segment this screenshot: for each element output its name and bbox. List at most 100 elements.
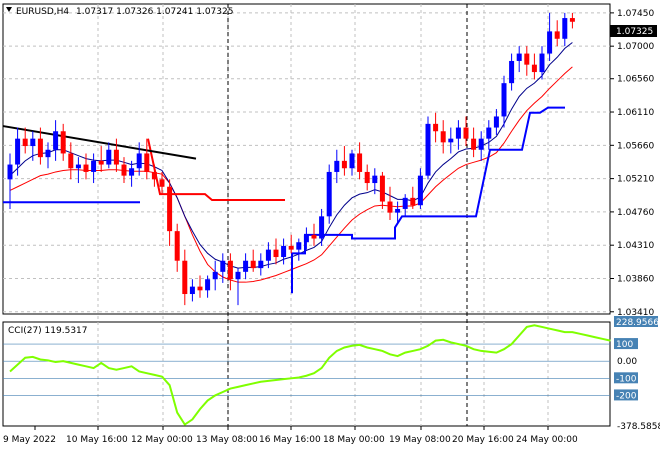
candle[interactable] [250, 249, 256, 272]
candle[interactable] [53, 120, 59, 161]
candle[interactable] [258, 253, 264, 276]
candle[interactable] [37, 127, 43, 165]
cci-level-badge [614, 389, 638, 401]
candle[interactable] [539, 46, 545, 80]
price-axis[interactable]: 1.07450 1.07000 1.06560 1.06110 1.05660 1.052… [610, 9, 654, 318]
candle-body [471, 138, 477, 150]
candle[interactable] [113, 138, 119, 172]
candle[interactable] [22, 127, 28, 154]
candle[interactable] [410, 186, 416, 209]
candle[interactable] [554, 20, 560, 47]
time-axis[interactable]: 9 May 2022 10 May 16:00 12 May 00:00 13 May… [3, 426, 578, 445]
candle-body [372, 175, 378, 184]
header: EURUSD,H4 1.07317 1.07326 1.07241 1.0732… [6, 7, 233, 17]
candle-body [539, 53, 545, 73]
candle[interactable] [463, 116, 469, 147]
candle[interactable] [402, 194, 408, 217]
candle[interactable] [167, 179, 173, 246]
candle[interactable] [75, 157, 81, 184]
cci-plot-frame [2, 321, 611, 427]
candle[interactable] [448, 127, 454, 154]
candle[interactable] [197, 275, 203, 298]
time-tick-label: 24 May 00:00 [516, 435, 578, 445]
candle[interactable] [243, 253, 249, 280]
candle[interactable] [15, 127, 21, 176]
candle[interactable] [189, 279, 195, 302]
candle[interactable] [395, 201, 401, 224]
cci-tick-label: -200 [616, 391, 637, 401]
candle[interactable] [151, 164, 157, 187]
candle[interactable] [281, 238, 287, 265]
candle[interactable] [425, 116, 431, 180]
candle[interactable] [288, 234, 294, 254]
candle-body [554, 31, 560, 39]
candle[interactable] [372, 168, 378, 195]
candle[interactable] [486, 120, 492, 150]
candle[interactable] [440, 120, 446, 154]
candle[interactable] [129, 160, 135, 187]
candle[interactable] [471, 127, 477, 158]
indicator-lines [2, 42, 573, 294]
candle-body [220, 260, 226, 272]
candle[interactable] [174, 223, 180, 272]
candle[interactable] [478, 131, 484, 161]
candle-body [395, 208, 401, 213]
candle[interactable] [547, 12, 553, 61]
candle[interactable] [364, 164, 370, 191]
candle[interactable] [319, 208, 325, 246]
candles[interactable] [7, 12, 575, 306]
candle[interactable] [379, 171, 385, 209]
candle[interactable] [349, 149, 355, 176]
grid-lines [3, 4, 610, 426]
current-price-label: 1.07325 [616, 27, 653, 37]
candle[interactable] [501, 75, 507, 128]
price-tick-label: 1.07000 [617, 42, 654, 52]
candle[interactable] [159, 171, 165, 195]
candle[interactable] [433, 112, 439, 143]
candle[interactable] [569, 12, 575, 29]
candle[interactable] [417, 168, 423, 209]
candle[interactable] [326, 164, 332, 224]
candle-body [334, 160, 340, 172]
candle[interactable] [334, 149, 340, 184]
candle[interactable] [516, 46, 522, 73]
candle-body [379, 175, 385, 202]
candle[interactable] [98, 146, 104, 172]
candle[interactable] [136, 142, 142, 176]
candle[interactable] [531, 53, 537, 80]
candle[interactable] [205, 275, 211, 298]
candle[interactable] [83, 153, 89, 180]
candle[interactable] [91, 153, 97, 184]
candle[interactable] [106, 142, 112, 169]
candle[interactable] [562, 12, 568, 47]
candle[interactable] [357, 142, 363, 180]
candle[interactable] [144, 138, 150, 180]
candle[interactable] [311, 223, 317, 246]
candle[interactable] [45, 142, 51, 169]
candle[interactable] [227, 253, 233, 291]
candle[interactable] [493, 109, 499, 135]
candle[interactable] [265, 242, 271, 269]
candle[interactable] [7, 153, 13, 209]
candle[interactable] [455, 120, 461, 150]
candle-body [75, 164, 81, 169]
menu-arrow-icon[interactable] [6, 7, 12, 12]
candle[interactable] [303, 227, 309, 250]
candle[interactable] [387, 186, 393, 221]
candle[interactable] [273, 238, 279, 265]
candle-body [136, 153, 142, 169]
main-plot-frame [2, 3, 611, 315]
candle[interactable] [121, 157, 127, 184]
candle[interactable] [60, 123, 66, 161]
candle[interactable] [220, 253, 226, 283]
candle[interactable] [509, 53, 515, 91]
candle[interactable] [341, 146, 347, 176]
candle[interactable] [296, 238, 302, 261]
candle[interactable] [68, 142, 74, 180]
candle[interactable] [30, 131, 36, 161]
candle[interactable] [182, 249, 188, 306]
candle[interactable] [524, 46, 530, 76]
candle[interactable] [212, 260, 218, 291]
candle[interactable] [235, 268, 241, 306]
